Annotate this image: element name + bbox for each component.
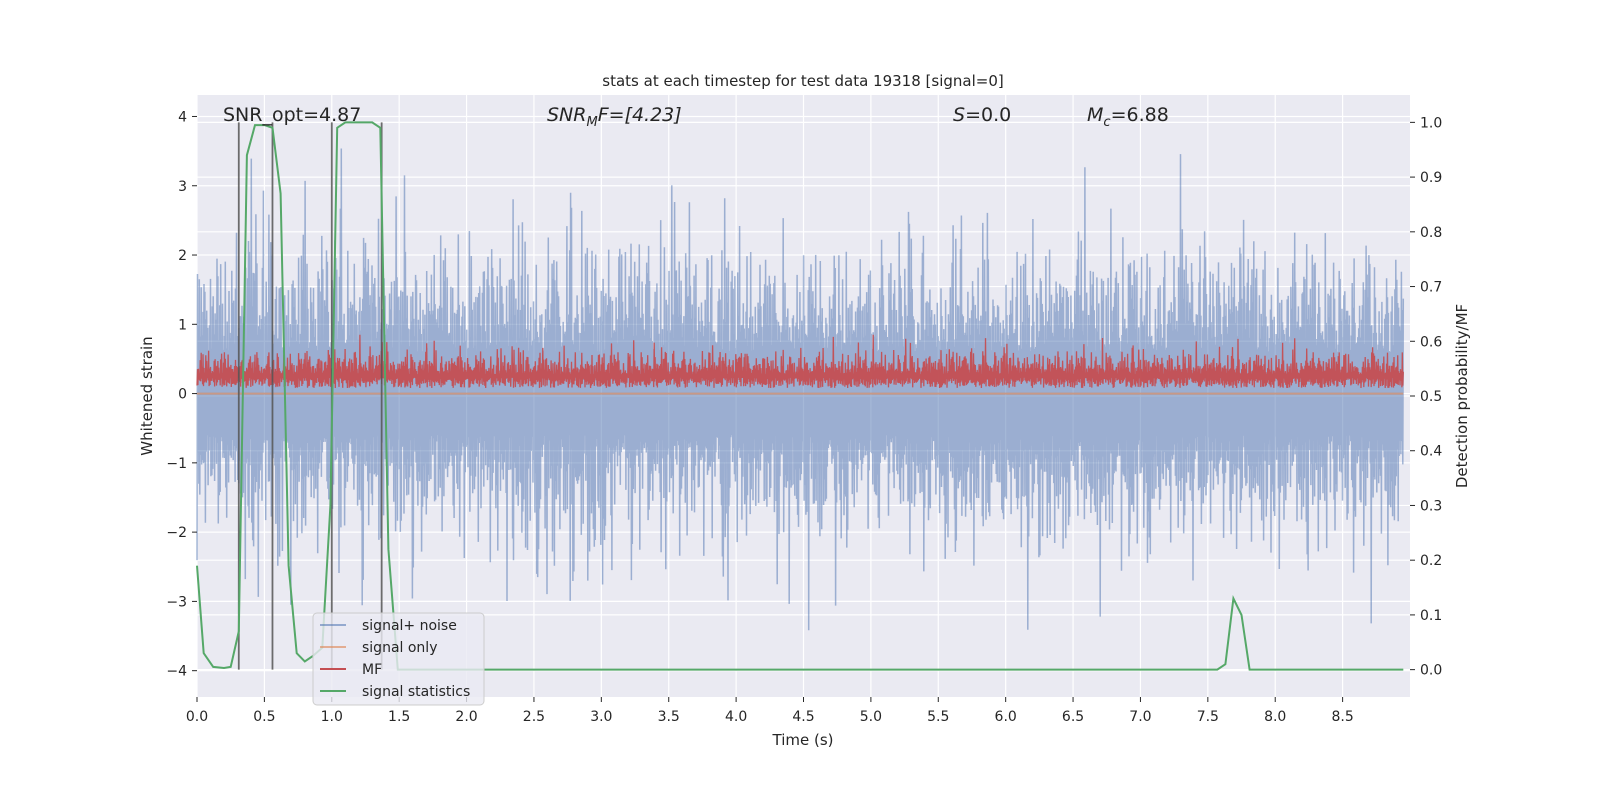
- chart-title: stats at each timestep for test data 193…: [602, 72, 1003, 90]
- y-right-tick-label: 0.3: [1420, 498, 1442, 514]
- snr-mf-main: SNR: [547, 104, 586, 126]
- x-tick-label: 7.0: [1129, 709, 1151, 725]
- y-tick-label: 1: [178, 317, 187, 333]
- x-tick-label: 7.5: [1197, 709, 1219, 725]
- x-tick-label: 5.5: [927, 709, 949, 725]
- y-tick-label: −4: [166, 664, 187, 680]
- x-tick-label: 3.5: [658, 709, 680, 725]
- s-main: S: [953, 104, 965, 126]
- y-right-tick-label: 0.1: [1420, 608, 1442, 624]
- y-axis-label: Whitened strain: [138, 336, 156, 455]
- y-tick-label: 2: [178, 248, 187, 264]
- y-right-tick-label: 0.9: [1420, 170, 1442, 186]
- mc-rest: =6.88: [1111, 104, 1169, 126]
- x-tick-label: 3.0: [590, 709, 612, 725]
- y-tick-label: −1: [166, 456, 187, 472]
- x-tick-label: 5.0: [860, 709, 882, 725]
- y-right-tick-label: 0.6: [1420, 334, 1442, 350]
- y-tick-label: 4: [178, 109, 187, 125]
- x-tick-label: 1.5: [388, 709, 410, 725]
- snr-mf-sub: M: [586, 115, 597, 130]
- mc-main: M: [1087, 104, 1103, 126]
- x-axis-label: Time (s): [772, 731, 834, 749]
- y-right-tick-label: 0.0: [1420, 663, 1442, 679]
- x-tick-label: 8.5: [1331, 709, 1353, 725]
- legend-label-signal-noise: signal+ noise: [362, 618, 457, 634]
- y-right-tick-label: 1.0: [1420, 115, 1442, 131]
- x-tick-label: 0.5: [253, 709, 275, 725]
- y-right-tick-label: 0.7: [1420, 280, 1442, 296]
- y-tick-label: −2: [166, 525, 187, 541]
- annotation-s: S=0.0: [953, 104, 1011, 126]
- snr-mf-rest-f: F=[4.23]: [598, 104, 682, 126]
- s-rest: =0.0: [965, 104, 1011, 126]
- y-right-tick-label: 0.4: [1420, 444, 1442, 460]
- y-tick-label: 0: [178, 387, 187, 403]
- legend: signal+ noise signal only MF signal stat…: [313, 613, 484, 705]
- y-ticks-left: −4 −3 −2 −1 0 1 2 3 4: [166, 109, 197, 679]
- x-tick-label: 6.0: [995, 709, 1017, 725]
- x-tick-label: 6.5: [1062, 709, 1084, 725]
- x-tick-label: 4.0: [725, 709, 747, 725]
- y-tick-label: 3: [178, 179, 187, 195]
- y-tick-label: −3: [166, 594, 187, 610]
- y-axis-label-right: Detection probability/MF: [1453, 304, 1471, 488]
- x-tick-label: 0.0: [186, 709, 208, 725]
- legend-label-signal-statistics: signal statistics: [362, 684, 470, 700]
- y-right-tick-label: 0.8: [1420, 225, 1442, 241]
- y-right-tick-label: 0.5: [1420, 389, 1442, 405]
- legend-label-signal-only: signal only: [362, 640, 437, 656]
- x-tick-label: 8.0: [1264, 709, 1286, 725]
- annotation-snr-opt: SNR_opt=4.87: [223, 104, 361, 126]
- x-tick-label: 2.5: [523, 709, 545, 725]
- y-ticks-right: 0.0 0.1 0.2 0.3 0.4 0.5 0.6 0.7 0.8 0.9 1.0: [1410, 115, 1442, 678]
- legend-label-mf: MF: [362, 662, 382, 678]
- mc-sub: c: [1103, 115, 1110, 130]
- x-tick-label: 2.0: [455, 709, 477, 725]
- x-tick-label: 4.5: [792, 709, 814, 725]
- x-tick-label: 1.0: [321, 709, 343, 725]
- y-right-tick-label: 0.2: [1420, 553, 1442, 569]
